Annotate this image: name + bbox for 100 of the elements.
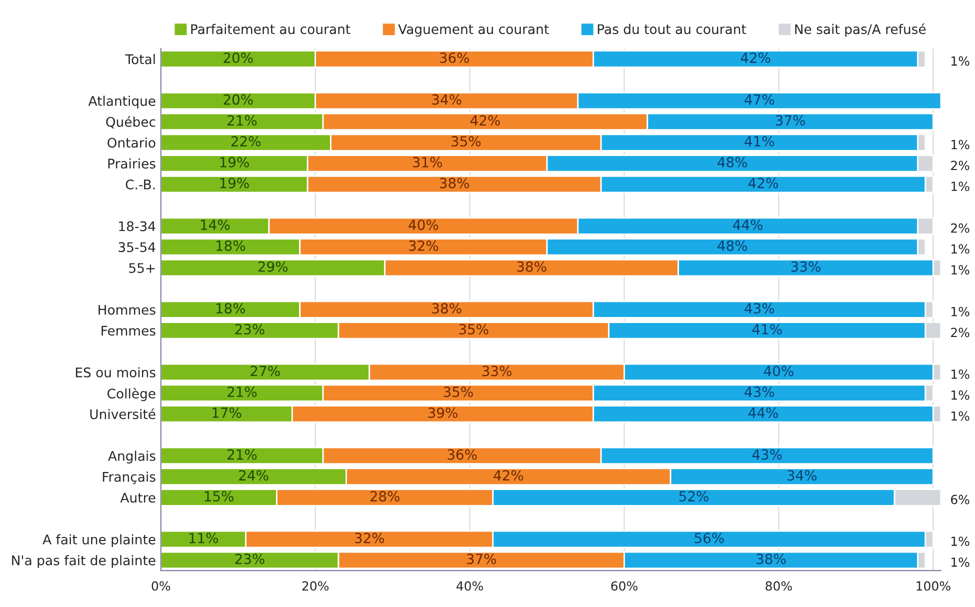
y-tick-label: 35-54 bbox=[118, 242, 156, 252]
data-label: 41% bbox=[752, 324, 782, 334]
data-label: 20% bbox=[224, 52, 253, 64]
legend-label: Vaguement au courant bbox=[398, 24, 549, 37]
data-label: 38% bbox=[756, 554, 786, 564]
y-tick-label: Université bbox=[90, 408, 156, 420]
y-tick-label: Autre bbox=[120, 492, 156, 503]
data-label: 1% bbox=[952, 411, 970, 421]
data-label: 23% bbox=[235, 324, 264, 334]
data-label: 2% bbox=[951, 223, 970, 233]
data-label: 43% bbox=[744, 386, 774, 398]
data-label: 21% bbox=[228, 449, 257, 460]
data-label: 40% bbox=[408, 220, 438, 230]
y-tick-label: C.-B. bbox=[126, 180, 155, 190]
x-tick-label: 100% bbox=[916, 581, 950, 591]
data-label: 1% bbox=[952, 557, 970, 567]
data-label: 21% bbox=[228, 115, 257, 126]
y-tick-label: Québec bbox=[106, 116, 156, 128]
data-label: 2% bbox=[951, 328, 970, 338]
y-tick-label: Ontario bbox=[108, 138, 156, 148]
data-label: 19% bbox=[220, 178, 249, 188]
y-tick-label: Atlantique bbox=[88, 96, 156, 109]
data-label: 42% bbox=[740, 52, 770, 64]
data-label: 44% bbox=[733, 220, 762, 230]
data-label: 37% bbox=[776, 115, 805, 126]
y-tick-label: Hommes bbox=[98, 304, 156, 315]
data-label: 1% bbox=[952, 390, 970, 400]
data-label: 37% bbox=[466, 554, 496, 564]
data-label: 52% bbox=[679, 491, 708, 502]
data-label: 43% bbox=[744, 303, 774, 314]
data-label: 36% bbox=[448, 449, 477, 460]
data-label: 34% bbox=[432, 94, 462, 105]
y-tick-label: Prairies bbox=[108, 158, 156, 169]
y-tick-label: Femmes bbox=[102, 326, 156, 336]
y-tick-label: N'a pas fait de plainte bbox=[12, 555, 156, 568]
data-label: 43% bbox=[752, 449, 782, 460]
y-tick-label: Total bbox=[125, 54, 155, 64]
data-label: 33% bbox=[482, 366, 512, 376]
data-label: 36% bbox=[440, 52, 470, 64]
data-label: 24% bbox=[239, 470, 268, 481]
data-label: 42% bbox=[494, 470, 524, 481]
data-label: 32% bbox=[409, 240, 438, 251]
data-label: 28% bbox=[370, 491, 400, 502]
data-label: 19% bbox=[220, 156, 249, 168]
y-tick-label: ES ou moins bbox=[76, 367, 156, 378]
legend-label: Parfaitement au courant bbox=[191, 24, 350, 34]
y-tick-label: Français bbox=[102, 472, 156, 484]
data-label: 1% bbox=[952, 244, 970, 254]
data-label: 21% bbox=[228, 386, 257, 398]
data-label: 1% bbox=[952, 306, 970, 316]
data-label: 35% bbox=[459, 324, 488, 334]
data-label: 20% bbox=[224, 94, 253, 105]
x-tick-label: 0% bbox=[152, 581, 170, 591]
y-tick-label: 55+ bbox=[129, 263, 155, 274]
data-label: 27% bbox=[250, 366, 280, 376]
data-label: 1% bbox=[952, 265, 970, 275]
data-label: 38% bbox=[440, 178, 470, 188]
legend-label: Pas du tout au courant bbox=[598, 24, 746, 34]
y-tick-label: A fait une plainte bbox=[42, 534, 156, 548]
data-label: 15% bbox=[204, 491, 234, 502]
legend-label: Ne sait pas/A refusé bbox=[795, 23, 926, 37]
x-tick-label: 20% bbox=[302, 581, 329, 591]
x-tick-label: 80% bbox=[766, 581, 792, 591]
data-label: 38% bbox=[517, 261, 546, 272]
data-label: 38% bbox=[432, 303, 462, 314]
y-tick-label: Collège bbox=[108, 388, 156, 402]
data-label: 23% bbox=[235, 554, 264, 564]
data-label: 40% bbox=[764, 366, 794, 376]
data-label: 1% bbox=[952, 370, 970, 379]
data-label: 22% bbox=[231, 136, 260, 147]
data-label: 42% bbox=[470, 115, 500, 126]
data-label: 48% bbox=[718, 240, 748, 251]
data-label: 6% bbox=[951, 494, 970, 504]
data-label: 11% bbox=[189, 532, 218, 544]
data-label: 18% bbox=[216, 303, 246, 314]
data-label: 32% bbox=[355, 532, 384, 544]
x-tick-label: 60% bbox=[611, 581, 638, 591]
data-label: 42% bbox=[748, 178, 778, 188]
data-label: 2% bbox=[951, 160, 970, 170]
data-label: 1% bbox=[952, 140, 970, 150]
data-label: 29% bbox=[258, 261, 288, 272]
data-label: 34% bbox=[787, 470, 817, 481]
data-label: 47% bbox=[744, 94, 774, 105]
data-label: 44% bbox=[748, 408, 778, 418]
x-tick-label: 40% bbox=[456, 581, 483, 591]
data-label: 1% bbox=[952, 182, 970, 192]
data-label: 14% bbox=[201, 220, 230, 230]
y-tick-label: 18-34 bbox=[119, 221, 156, 232]
data-label: 17% bbox=[212, 408, 242, 418]
data-label: 48% bbox=[718, 156, 748, 168]
data-label: 41% bbox=[744, 136, 774, 147]
data-label: 31% bbox=[412, 156, 442, 168]
data-label: 1% bbox=[952, 56, 970, 66]
data-label: 1% bbox=[952, 536, 970, 546]
data-label: 35% bbox=[452, 136, 481, 147]
data-label: 33% bbox=[791, 261, 820, 272]
data-label: 39% bbox=[428, 408, 458, 418]
data-label: 56% bbox=[694, 532, 724, 544]
data-label: 35% bbox=[444, 386, 473, 398]
y-tick-label: Anglais bbox=[108, 450, 156, 464]
